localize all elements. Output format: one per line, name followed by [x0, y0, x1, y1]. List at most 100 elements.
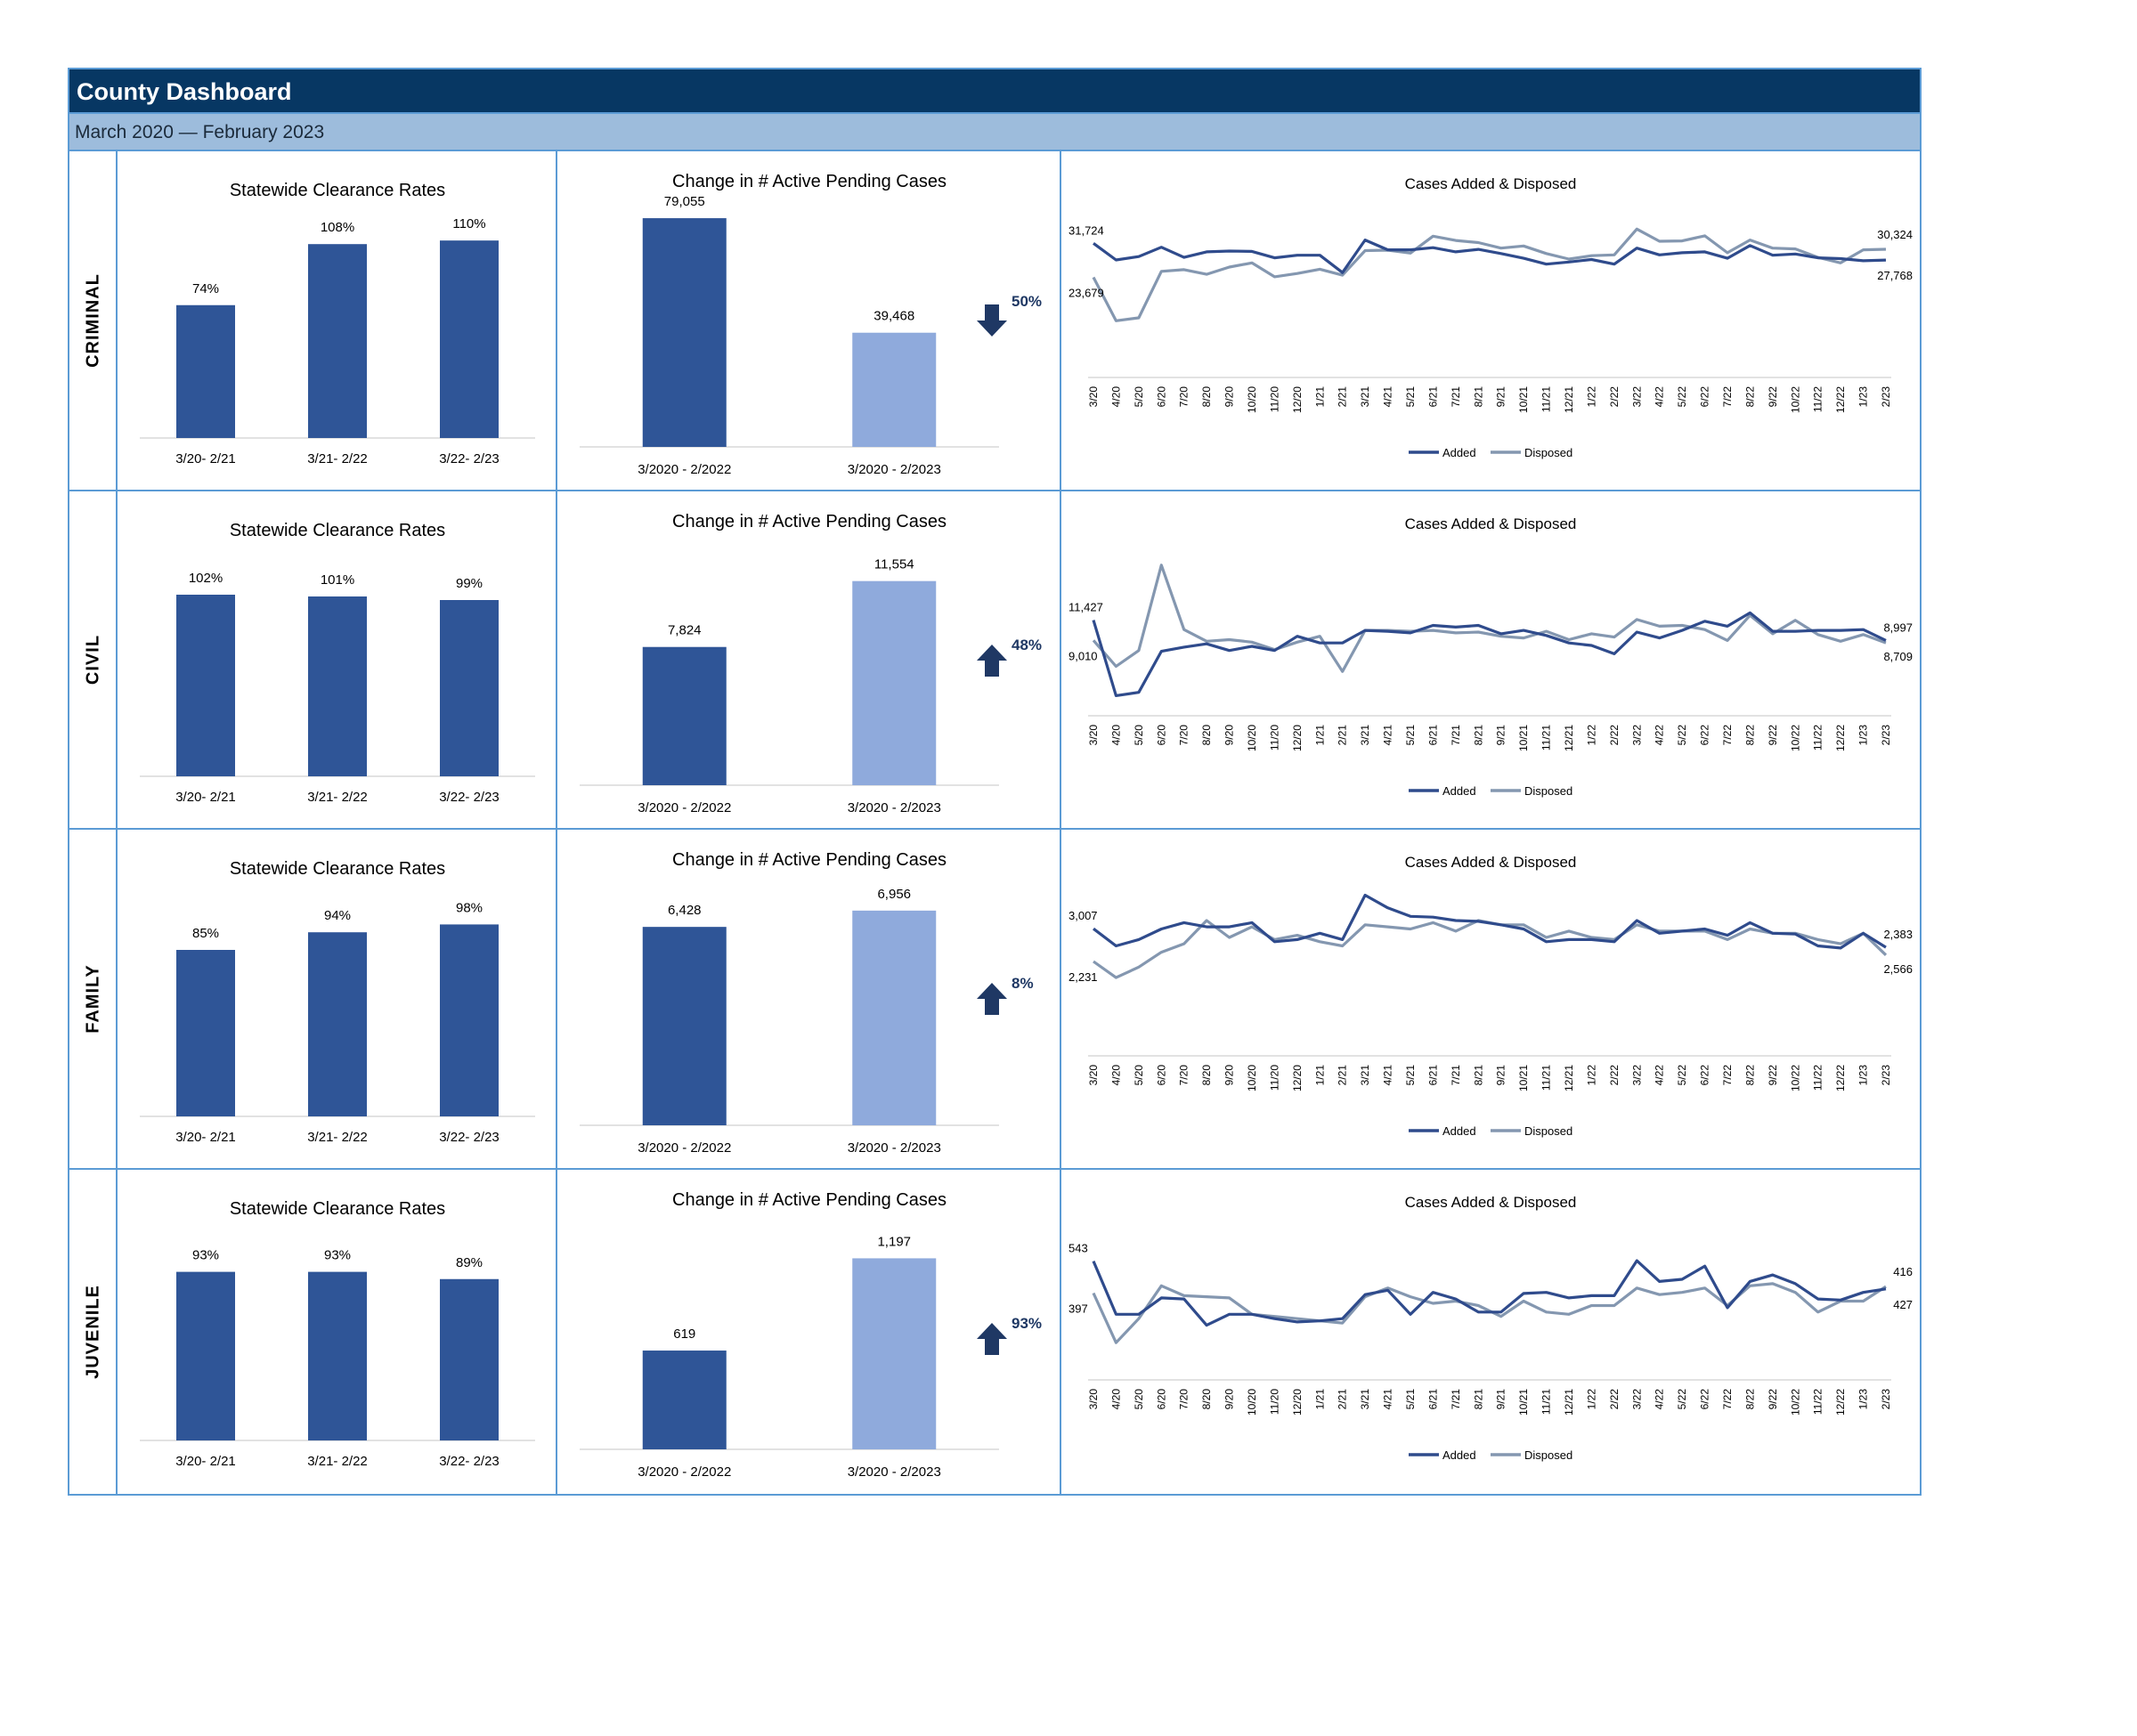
clearance-rate-svg: Statewide Clearance Rates 74% 3/20- 2/21 10…: [140, 181, 535, 466]
arrow-up-icon: [977, 1323, 1007, 1355]
end-label-disposed: 30,324: [1877, 228, 1913, 241]
clearance-bar: [176, 950, 235, 1116]
month-tick-label: 11/20: [1268, 1389, 1280, 1415]
clearance-value-label: 101%: [321, 572, 354, 588]
end-label-added: 8,997: [1883, 621, 1913, 634]
percent-change-label: 8%: [1012, 975, 1034, 992]
month-tick-label: 6/22: [1699, 386, 1711, 408]
clearance-value-label: 85%: [192, 926, 219, 941]
month-tick-label: 3/21: [1359, 1389, 1371, 1410]
pending-value-label: 79,055: [664, 194, 705, 209]
cases-trend-svg: Cases Added & Disposed 31,724 23,679 30,324…: [1068, 175, 1913, 459]
month-tick-label: 11/21: [1540, 1389, 1553, 1415]
month-tick-label: 1/23: [1857, 1389, 1870, 1410]
end-label-added: 427: [1893, 1298, 1913, 1311]
cases-trend-chart: Cases Added & Disposed 31,724 23,679 30,324…: [1061, 151, 1920, 490]
row-label-cell: CIVIL: [69, 491, 118, 828]
month-tick-label: 4/22: [1654, 1065, 1666, 1086]
month-tick-label: 6/22: [1699, 1389, 1711, 1410]
pending-bar: [852, 910, 937, 1125]
month-tick-label: 8/20: [1200, 725, 1213, 746]
clearance-value-label: 108%: [321, 220, 354, 235]
month-tick-label: 6/20: [1155, 386, 1167, 408]
month-tick-label: 9/22: [1767, 1389, 1779, 1410]
pending-category-label: 3/2020 - 2/2023: [848, 1140, 941, 1156]
clearance-category-label: 3/21- 2/22: [307, 1130, 368, 1145]
month-tick-label: 9/22: [1767, 1065, 1779, 1086]
pending-value-label: 39,468: [873, 309, 914, 324]
month-tick-label: 1/23: [1857, 386, 1870, 408]
date-range-subtitle: March 2020 — February 2023: [69, 114, 1920, 151]
month-tick-label: 5/20: [1133, 1389, 1145, 1410]
month-tick-label: 12/20: [1291, 725, 1304, 751]
month-tick-label: 9/21: [1495, 725, 1507, 746]
month-tick-label: 10/21: [1517, 1389, 1530, 1416]
clearance-value-label: 93%: [324, 1248, 351, 1263]
month-tick-label: 5/22: [1676, 1389, 1688, 1410]
pending-bar: [642, 646, 727, 785]
clearance-value-label: 94%: [324, 908, 351, 923]
month-tick-label: 1/21: [1313, 386, 1326, 408]
month-tick-label: 3/21: [1359, 386, 1371, 408]
end-label-disposed: 416: [1893, 1265, 1913, 1278]
month-tick-label: 10/22: [1789, 725, 1801, 751]
start-label-disposed: 23,679: [1068, 287, 1104, 300]
month-tick-label: 1/21: [1313, 1065, 1326, 1086]
month-tick-label: 9/20: [1223, 386, 1236, 408]
clearance-bar: [176, 595, 235, 776]
percent-change-label: 93%: [1012, 1315, 1042, 1332]
trend-chart-title: Cases Added & Disposed: [1405, 175, 1577, 192]
month-tick-label: 11/20: [1268, 1065, 1280, 1091]
month-tick-label: 4/20: [1109, 725, 1122, 746]
month-tick-label: 6/20: [1155, 1065, 1167, 1086]
pending-category-label: 3/2020 - 2/2022: [638, 462, 731, 477]
row-label-cell: FAMILY: [69, 830, 118, 1168]
month-tick-label: 12/22: [1834, 1389, 1847, 1416]
trend-chart-title: Cases Added & Disposed: [1405, 1194, 1577, 1211]
clearance-chart-title: Statewide Clearance Rates: [230, 181, 445, 200]
month-tick-label: 6/21: [1426, 1065, 1439, 1086]
pending-bar: [852, 580, 937, 785]
clearance-rate-chart: Statewide Clearance Rates 74% 3/20- 2/21 10…: [118, 151, 557, 490]
pending-category-label: 3/2020 - 2/2022: [638, 1464, 731, 1480]
pending-bar: [642, 927, 727, 1125]
clearance-category-label: 3/20- 2/21: [175, 451, 236, 466]
month-tick-label: 6/22: [1699, 725, 1711, 746]
series-line-added: [1092, 1259, 1887, 1327]
month-tick-label: 3/22: [1630, 386, 1643, 408]
pending-chart-title: Change in # Active Pending Cases: [672, 172, 947, 191]
month-tick-label: 12/22: [1834, 1065, 1847, 1091]
month-tick-label: 11/21: [1540, 1065, 1553, 1091]
pending-cases-chart: Change in # Active Pending Cases 6,428 3/2…: [557, 830, 1061, 1168]
month-tick-label: 12/20: [1291, 386, 1304, 413]
pending-bar: [852, 332, 937, 447]
month-tick-label: 5/21: [1404, 1389, 1417, 1410]
pending-chart-title: Change in # Active Pending Cases: [672, 1190, 947, 1210]
month-tick-label: 11/21: [1540, 725, 1553, 750]
month-tick-label: 9/20: [1223, 1065, 1236, 1086]
clearance-rate-chart: Statewide Clearance Rates 85% 3/20- 2/21 94…: [118, 830, 557, 1168]
clearance-value-label: 99%: [456, 576, 483, 591]
month-tick-label: 4/20: [1109, 1065, 1122, 1086]
clearance-category-label: 3/22- 2/23: [439, 790, 500, 805]
pending-cases-chart: Change in # Active Pending Cases 619 3/202…: [557, 1170, 1061, 1494]
pending-category-label: 3/2020 - 2/2023: [848, 1464, 941, 1480]
month-tick-label: 7/21: [1450, 725, 1462, 746]
month-tick-label: 4/22: [1654, 386, 1666, 408]
cases-trend-chart: Cases Added & Disposed 3,007 2,231 2,566 2,3…: [1061, 830, 1920, 1168]
clearance-category-label: 3/22- 2/23: [439, 1454, 500, 1469]
end-label-disposed: 8,709: [1883, 650, 1913, 663]
row-criminal: CRIMINAL Statewide Clearance Rates 74% 3/2…: [69, 151, 1920, 491]
trend-chart-title: Cases Added & Disposed: [1405, 515, 1577, 532]
month-tick-label: 8/21: [1472, 1389, 1484, 1410]
month-tick-label: 4/20: [1109, 386, 1122, 408]
month-tick-label: 10/20: [1246, 725, 1258, 751]
pending-value-label: 11,554: [874, 557, 914, 572]
month-tick-label: 3/20: [1087, 1065, 1100, 1086]
pending-value-label: 1,197: [877, 1234, 911, 1249]
month-tick-label: 12/21: [1563, 1389, 1575, 1416]
month-tick-label: 9/22: [1767, 386, 1779, 408]
month-tick-label: 12/21: [1563, 1065, 1575, 1091]
month-tick-label: 1/21: [1313, 725, 1326, 746]
clearance-rate-svg: Statewide Clearance Rates 93% 3/20- 2/21 93…: [140, 1199, 535, 1469]
